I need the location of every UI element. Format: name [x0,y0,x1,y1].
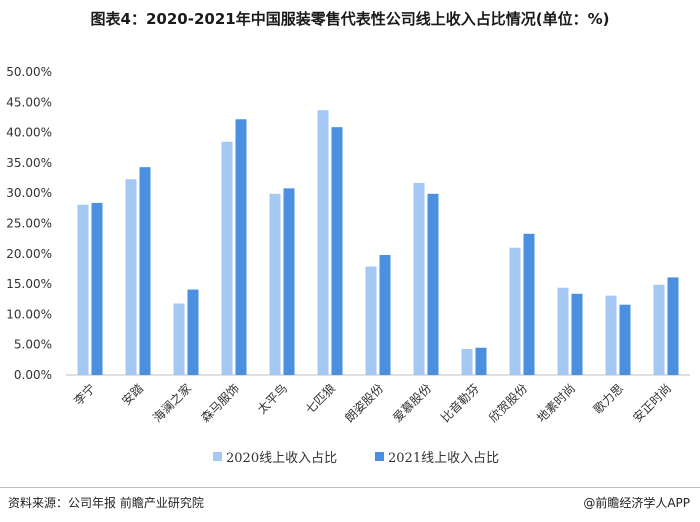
bar-2021 [475,347,487,375]
bar-2020 [413,182,425,375]
brand-credit: @前瞻经济学人APP [583,496,690,510]
bar-2021 [571,293,583,375]
legend-label: 2021线上收入占比 [388,451,499,466]
x-tick-label: 太平鸟 [254,381,290,417]
bar-2021 [283,188,295,375]
y-tick-label: 30.00% [6,186,52,200]
x-tick-label: 爱慕股份 [390,381,434,425]
x-tick-label: 安正时尚 [630,381,675,426]
y-tick-label: 10.00% [6,307,52,321]
y-tick-label: 25.00% [6,217,52,231]
y-tick-label: 5.00% [14,338,52,352]
y-tick-label: 35.00% [6,156,52,170]
bar-2020 [317,110,329,375]
x-tick-label: 地素时尚 [534,381,578,425]
x-tick-label: 比音勒芬 [438,381,483,426]
x-tick-label: 欣贺股份 [486,381,530,425]
y-tick-label: 15.00% [6,277,52,291]
bar-2020 [461,348,473,375]
source-note: 资料来源：公司年报 前瞻产业研究院 [8,496,204,510]
y-tick-label: 20.00% [6,247,52,261]
bar-2021 [667,277,679,375]
bar-2020 [509,247,521,375]
y-tick-label: 50.00% [6,65,52,79]
bar-2020 [221,141,233,375]
x-tick-label: 森马服饰 [198,381,243,426]
footer-divider [0,487,700,488]
y-tick-label: 45.00% [6,95,52,109]
bar-2020 [173,303,185,375]
bar-2021 [523,233,535,375]
x-tick-label: 安踏 [119,381,147,409]
bar-2020 [605,295,617,375]
bar-2021 [139,167,151,375]
x-tick-label: 七匹狼 [302,381,338,417]
bar-2020 [125,179,137,375]
x-tick-label: 李宁 [71,381,99,409]
bar-2021 [91,202,103,375]
legend-swatch [375,452,384,461]
x-tick-label: 朗姿股份 [342,381,386,425]
bar-2020 [365,266,377,375]
bar-2021 [331,127,343,376]
y-tick-label: 0.00% [14,368,52,382]
y-tick-label: 40.00% [6,126,52,140]
bar-2021 [235,119,247,375]
bar-2020 [77,204,89,375]
legend-swatch [213,452,222,461]
bar-2021 [379,255,391,375]
x-tick-label: 海澜之家 [150,381,195,426]
bar-2021 [187,289,199,375]
legend-label: 2020线上收入占比 [226,451,337,466]
x-tick-label: 歌力思 [590,381,626,417]
bar-2021 [619,304,631,375]
bar-2020 [557,287,569,375]
bar-2021 [427,193,439,375]
bar-2020 [269,193,281,375]
bar-2020 [653,284,665,375]
chart-title: 图表4：2020-2021年中国服装零售代表性公司线上收入占比情况(单位：%) [90,10,610,28]
